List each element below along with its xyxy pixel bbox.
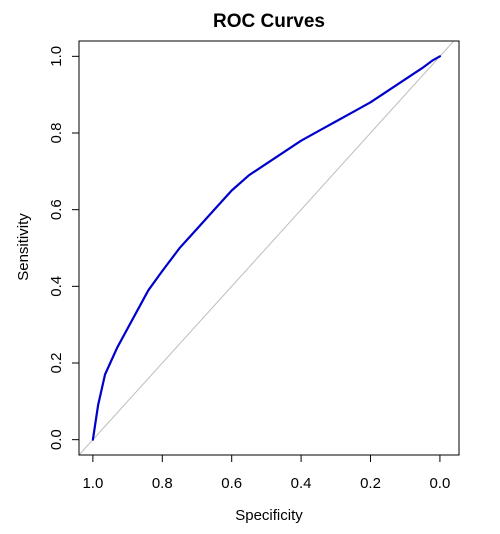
- y-tick-label: 0.0: [48, 429, 65, 450]
- y-tick-label: 1.0: [48, 46, 65, 67]
- x-tick-label: 0.6: [221, 475, 242, 492]
- plot-frame: [78, 40, 460, 456]
- y-tick-label: 0.4: [48, 276, 65, 297]
- y-axis-label: Sensitivity: [15, 213, 32, 281]
- x-tick-label: 1.0: [82, 475, 103, 492]
- x-tick-label: 0.4: [291, 475, 312, 492]
- x-axis-label: Specificity: [235, 507, 303, 524]
- x-tick-label: 0.0: [429, 475, 450, 492]
- plot-area: 1.0 0.8 0.6 0.4 0.2 0.0 0.0 0.2 0.4 0.6 0.8 1.0: [48, 40, 460, 492]
- x-tick-label: 0.2: [360, 475, 381, 492]
- roc-curve-series-0: [91, 55, 442, 441]
- y-tick-label: 0.2: [48, 353, 65, 374]
- reference-diagonal-line: [79, 41, 455, 455]
- y-tick-label: 0.8: [48, 123, 65, 144]
- chart-title: ROC Curves: [213, 11, 325, 32]
- x-tick-label: 0.8: [152, 475, 173, 492]
- y-tick-label: 0.6: [48, 199, 65, 220]
